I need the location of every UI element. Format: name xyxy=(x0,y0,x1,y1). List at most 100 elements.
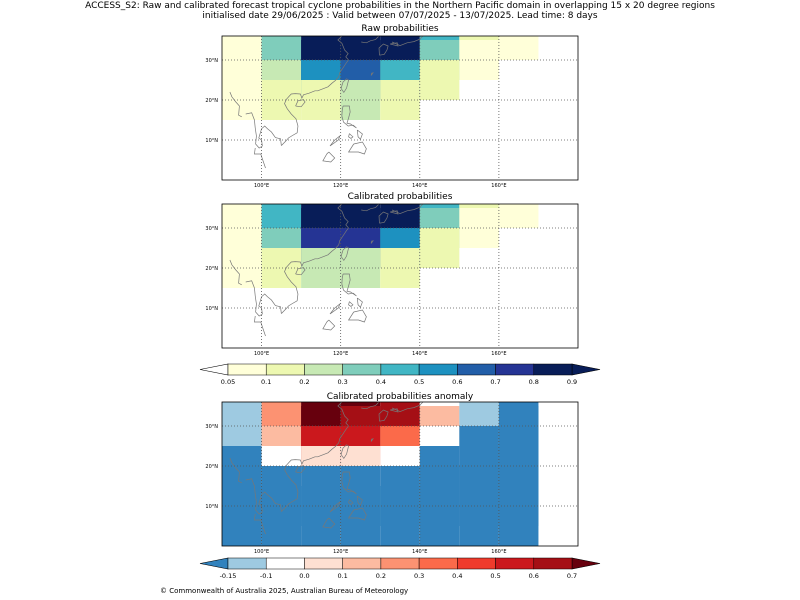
colorbar-under-extend xyxy=(199,363,229,376)
coastline xyxy=(348,301,354,307)
panel-title-calibrated: Calibrated probabilities xyxy=(347,192,453,202)
lon-tick-label: 120°E xyxy=(333,183,348,189)
panel-title-anomaly: Calibrated probabilities anomaly xyxy=(326,392,474,402)
coastline xyxy=(361,36,379,44)
colorbar-swatch xyxy=(495,557,535,570)
coastline xyxy=(370,72,374,76)
colorbar-under-extend xyxy=(199,557,229,570)
coastline xyxy=(295,99,306,108)
colorbar-tick-label: -0.15 xyxy=(220,572,237,580)
colorbar-swatch xyxy=(265,557,305,570)
coastline xyxy=(340,78,349,94)
colorbar-over-extend xyxy=(571,363,601,376)
colorbar-swatch xyxy=(342,557,382,570)
coastline xyxy=(370,240,374,244)
colorbar-swatch xyxy=(342,363,382,376)
colorbar-swatch xyxy=(457,557,496,570)
coastline xyxy=(347,309,367,323)
lon-tick-label: 160°E xyxy=(491,183,506,189)
coastline xyxy=(356,129,363,140)
coastline xyxy=(348,133,354,139)
colorbar-tick-label: 0.1 xyxy=(337,572,347,580)
coastline xyxy=(378,211,389,224)
coastline xyxy=(378,409,389,422)
lat-tick-label: 20°N xyxy=(205,98,218,104)
colorbar-swatch xyxy=(265,363,305,376)
coastline xyxy=(341,105,357,129)
figure-title-line1: ACCESS_S2: Raw and calibrated forecast t… xyxy=(85,1,715,11)
heatmap-cell xyxy=(222,506,262,546)
coastline xyxy=(322,151,336,163)
map-panel-0: 100°E 120°E 140°E 160°E 30°N 20°N 10°N xyxy=(205,35,579,189)
lat-tick-label: 30°N xyxy=(205,424,218,430)
coastline xyxy=(295,267,306,276)
lon-tick-label: 120°E xyxy=(333,351,348,357)
lat-tick-label: 20°N xyxy=(205,464,218,470)
coastline xyxy=(329,500,341,513)
heatmap-cell xyxy=(419,60,460,100)
colorbar-swatch xyxy=(227,557,267,570)
colorbar-tick-label: 0.0 xyxy=(299,572,309,580)
coastline xyxy=(341,471,357,495)
lat-tick-label: 10°N xyxy=(205,306,218,312)
coastline xyxy=(347,141,367,155)
coastline xyxy=(361,402,379,410)
coastline xyxy=(229,91,242,118)
map-frame xyxy=(221,401,579,547)
lon-tick-label: 160°E xyxy=(491,549,506,555)
coastline xyxy=(391,204,424,214)
map-frame xyxy=(221,203,579,349)
colorbar-tick-label: 0.2 xyxy=(299,378,309,386)
colorbar-tick-label: 0.5 xyxy=(414,378,424,386)
colorbar-swatch xyxy=(457,363,496,376)
colorbar-swatch xyxy=(380,557,420,570)
heatmap-cell xyxy=(340,506,381,546)
heatmap-cell xyxy=(419,228,460,268)
colorbar-tick-label: -0.1 xyxy=(260,572,273,580)
map-panel-1: 100°E 120°E 140°E 160°E 30°N 20°N 10°N xyxy=(205,203,579,357)
colorbar-swatch xyxy=(304,363,343,376)
coastline xyxy=(229,457,242,484)
colorbar-tick-label: 0.9 xyxy=(567,378,577,386)
heatmap-cell xyxy=(419,506,460,546)
lon-tick-label: 140°E xyxy=(412,183,427,189)
lat-tick-label: 10°N xyxy=(205,504,218,510)
colorbar-tick-label: 0.4 xyxy=(452,572,462,580)
colorbar-swatch xyxy=(495,363,535,376)
colorbar-swatch xyxy=(227,363,267,376)
panel-title-raw: Raw probabilities xyxy=(361,24,439,34)
colorbar-tick-label: 0.6 xyxy=(529,572,539,580)
coastline xyxy=(347,507,367,521)
heatmap-cell xyxy=(301,80,341,120)
colorbar-swatch xyxy=(418,363,458,376)
coastline xyxy=(391,402,424,412)
colorbar-tick-label: 0.7 xyxy=(567,572,577,580)
coastline xyxy=(391,36,424,46)
lat-tick-label: 30°N xyxy=(205,58,218,64)
coastline xyxy=(229,259,242,286)
coastline xyxy=(340,246,349,262)
lon-tick-label: 100°E xyxy=(254,183,269,189)
coastline xyxy=(340,444,349,460)
colorbar-swatch xyxy=(380,363,420,376)
colorbar-tick-label: 0.7 xyxy=(490,378,500,386)
lon-tick-label: 140°E xyxy=(412,351,427,357)
colorbar-tick-label: 0.2 xyxy=(376,572,386,580)
coastline xyxy=(356,495,363,506)
heatmap-cell xyxy=(301,248,341,288)
lat-tick-label: 20°N xyxy=(205,266,218,272)
colorbar-tick-label: 0.3 xyxy=(414,572,424,580)
heatmap-cell xyxy=(301,506,341,546)
map-frame xyxy=(221,35,579,181)
heatmap-cell xyxy=(498,506,539,546)
colorbar-tick-label: 0.05 xyxy=(221,378,235,386)
colorbar-swatch xyxy=(418,557,458,570)
coastline xyxy=(322,319,336,331)
heatmap-cell xyxy=(498,204,539,228)
colorbar-tick-label: 0.4 xyxy=(376,378,386,386)
coastline xyxy=(341,273,357,297)
lon-tick-label: 100°E xyxy=(254,351,269,357)
lon-tick-label: 120°E xyxy=(333,549,348,555)
coastline xyxy=(254,147,266,169)
